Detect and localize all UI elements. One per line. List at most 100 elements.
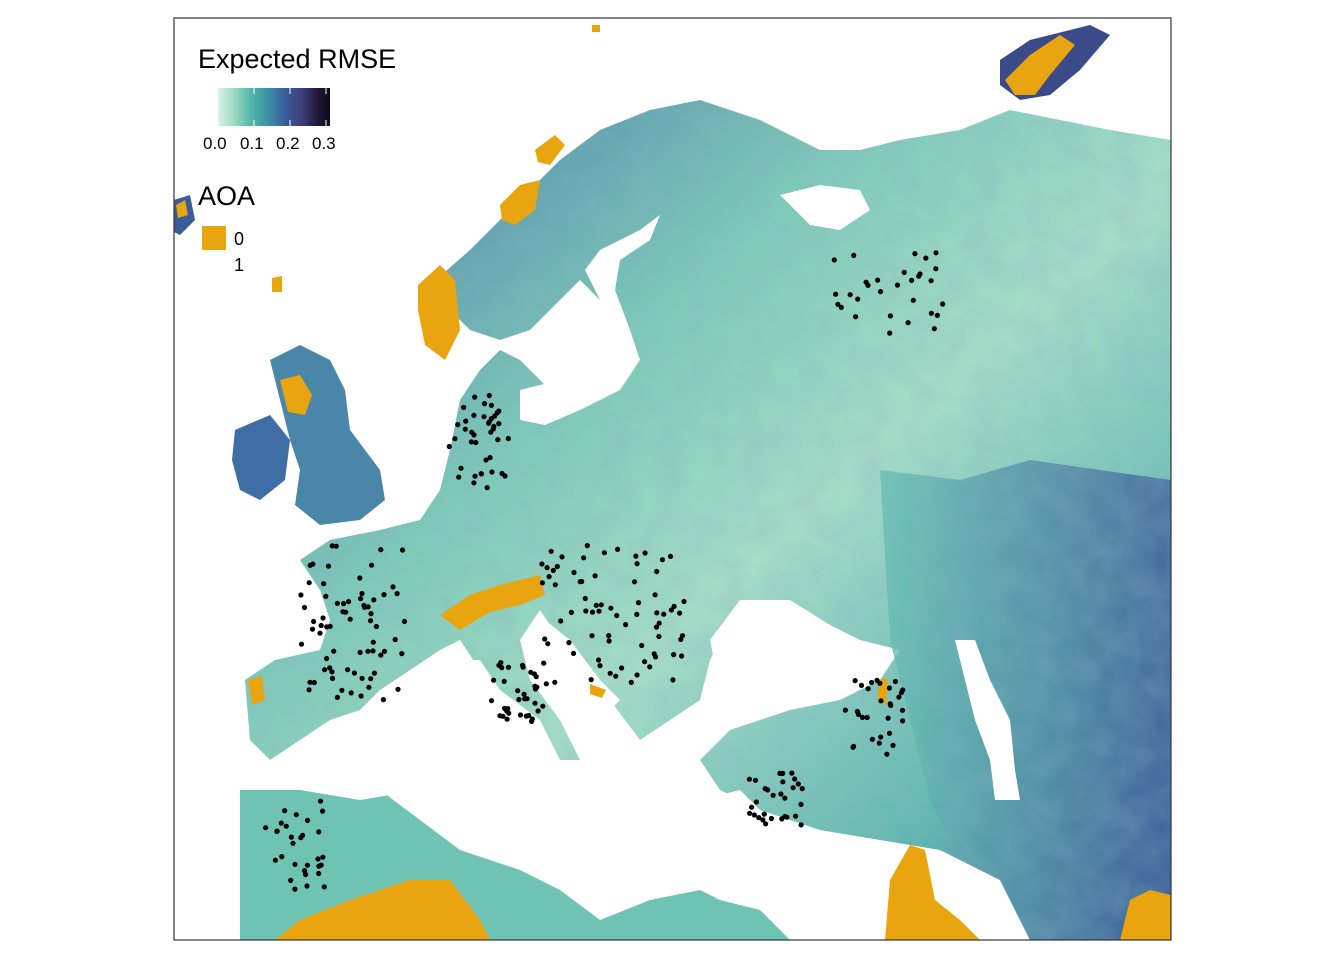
aoa0-novaya-zemlya	[1005, 35, 1075, 95]
sea-areas	[300, 185, 1020, 920]
sample-point	[539, 561, 545, 567]
sample-point	[279, 854, 285, 860]
sample-point	[869, 736, 876, 742]
sample-point	[282, 808, 288, 814]
sample-point	[399, 547, 406, 553]
sample-point	[486, 419, 492, 425]
sample-point	[865, 686, 871, 692]
sample-point	[852, 678, 858, 684]
sample-point	[504, 716, 510, 722]
sample-point	[606, 633, 612, 639]
sample-point	[584, 543, 590, 549]
sample-point	[496, 408, 502, 414]
adriatic	[545, 620, 620, 710]
map-layers	[174, 25, 1171, 940]
sample-point	[471, 412, 477, 418]
sample-point	[455, 422, 461, 428]
sample-point	[357, 575, 363, 581]
sample-point	[324, 655, 330, 662]
sample-point	[654, 568, 660, 575]
sample-point	[381, 592, 387, 598]
sample-point	[516, 696, 522, 703]
sample-point	[346, 599, 352, 605]
sample-point	[589, 633, 595, 639]
sample-point	[751, 812, 757, 818]
sample-point	[597, 663, 603, 669]
sample-point	[320, 615, 326, 621]
sample-point	[329, 669, 335, 675]
sample-point	[749, 804, 755, 810]
sample-point	[623, 622, 629, 628]
sample-point	[761, 811, 767, 817]
sample-point	[782, 795, 788, 801]
sample-point	[381, 648, 388, 654]
sample-point	[380, 697, 386, 703]
sample-point	[833, 291, 839, 297]
sample-point	[581, 555, 587, 561]
sample-point	[878, 698, 884, 704]
sample-point	[469, 429, 475, 435]
sample-point	[468, 439, 474, 445]
aoa0-arabia	[885, 845, 980, 940]
sample-point	[327, 665, 333, 671]
sample-point	[746, 776, 753, 782]
sample-point	[316, 863, 322, 869]
sample-point	[548, 548, 554, 554]
aoa-label-0: 0	[234, 229, 245, 249]
sample-point	[677, 610, 683, 616]
aoa0-iceland-piece	[176, 200, 188, 218]
sample-point	[347, 616, 353, 622]
sample-point	[789, 770, 795, 776]
sample-point	[859, 714, 866, 721]
sample-point	[320, 854, 326, 860]
sample-point	[484, 485, 490, 491]
map-frame	[173, 17, 1172, 941]
sample-point	[309, 626, 316, 632]
sample-point	[878, 734, 884, 740]
sample-point	[940, 301, 946, 307]
sample-point	[577, 579, 583, 585]
sample-point	[671, 603, 677, 610]
sample-point	[272, 857, 278, 863]
aoa0-adriatic-coast	[590, 684, 606, 698]
sample-point	[496, 421, 502, 427]
sample-point	[912, 251, 918, 257]
sample-point	[329, 543, 335, 549]
sample-point	[607, 670, 613, 676]
sample-point	[321, 884, 327, 890]
sample-point	[550, 567, 556, 574]
sample-point	[481, 414, 487, 420]
sample-point	[647, 664, 653, 670]
sample-point	[917, 271, 923, 277]
sample-point	[371, 597, 377, 603]
sample-point	[865, 282, 871, 288]
sample-point	[461, 404, 467, 410]
sample-point	[593, 602, 599, 608]
sample-point	[634, 672, 640, 678]
sample-point	[329, 675, 336, 682]
sample-point	[378, 652, 384, 658]
sample-point	[487, 455, 493, 461]
sample-point	[671, 652, 677, 658]
sample-point	[472, 394, 478, 400]
sample-point	[601, 550, 608, 556]
sample-point	[535, 708, 541, 714]
sample-point	[515, 688, 521, 694]
rmse-tick-1: 0.1	[240, 134, 264, 153]
aoa0-sahara-west	[275, 880, 490, 940]
sample-point	[568, 609, 575, 616]
sample-point	[491, 677, 497, 683]
caspian-sea	[955, 640, 1020, 800]
sample-point	[532, 683, 538, 689]
sample-point	[357, 649, 363, 656]
sample-point	[552, 582, 558, 588]
sample-point	[325, 563, 332, 569]
sample-point	[331, 648, 337, 654]
sample-point	[321, 581, 327, 587]
sample-point	[668, 607, 675, 613]
sample-point	[341, 601, 347, 607]
sample-point	[544, 565, 550, 571]
sample-point	[540, 703, 546, 709]
sample-point	[770, 792, 776, 798]
sample-point	[753, 799, 760, 805]
